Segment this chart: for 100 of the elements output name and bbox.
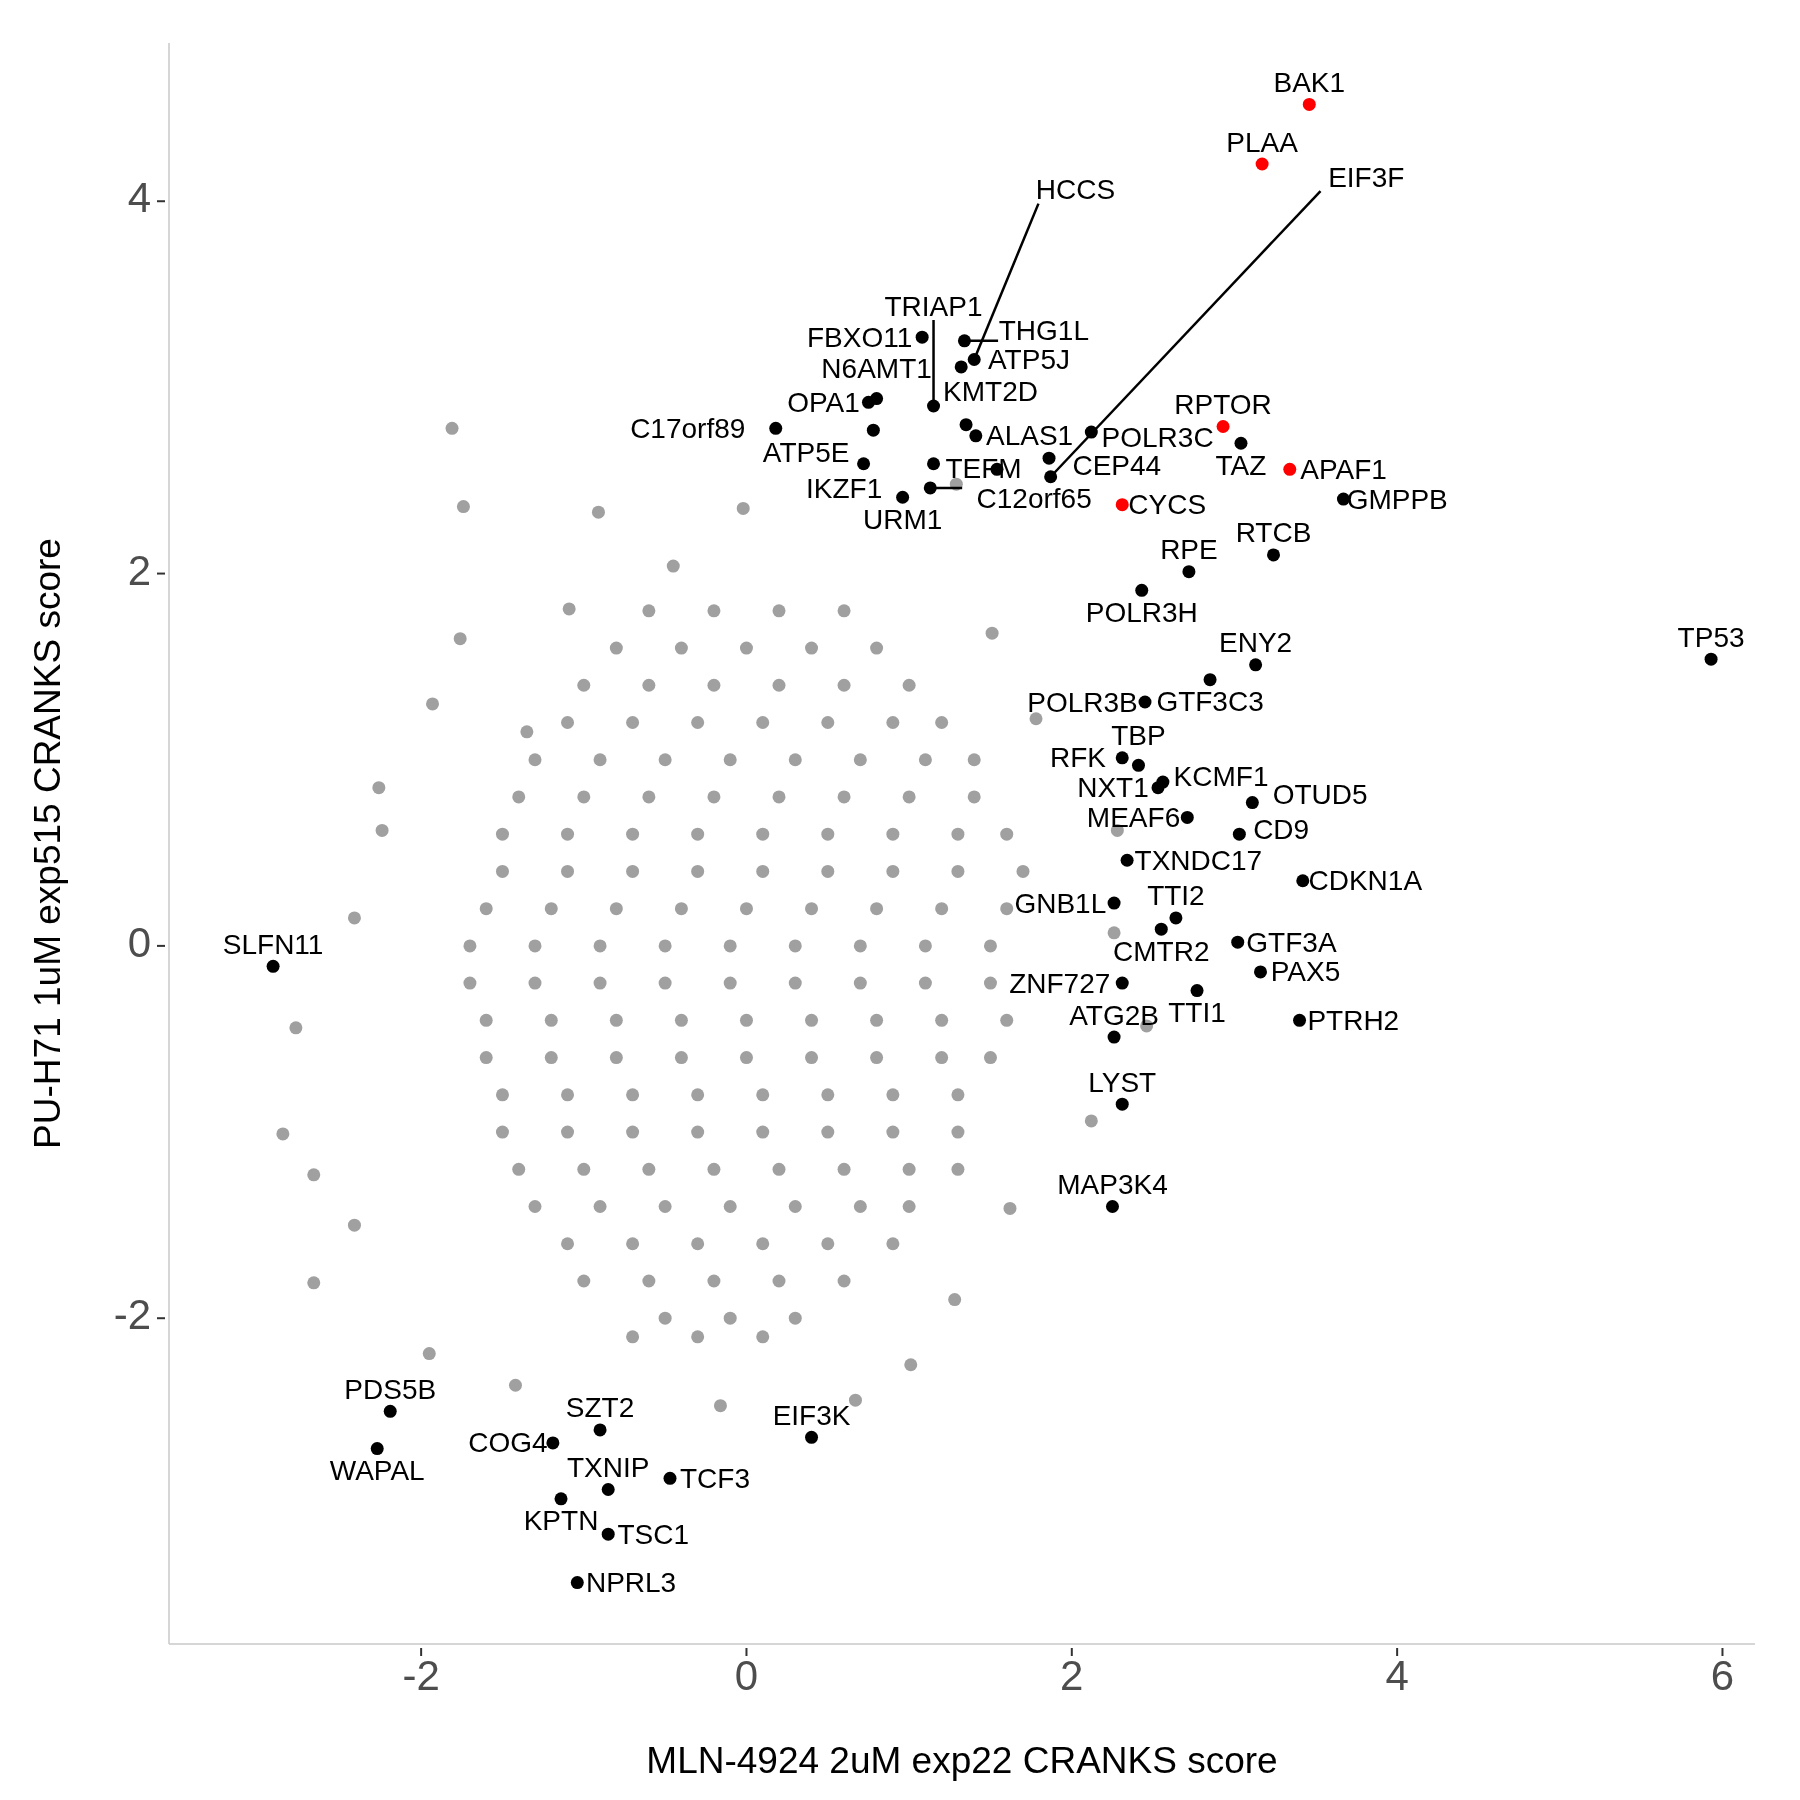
point xyxy=(546,1436,560,1450)
annotation: POLR3H xyxy=(1085,596,1198,628)
point xyxy=(1138,695,1152,709)
point xyxy=(1105,1200,1119,1214)
annotation: BAK1 xyxy=(1273,66,1346,98)
annotation: C17orf89 xyxy=(630,412,746,444)
annotation: KCMF1 xyxy=(1173,761,1269,793)
point xyxy=(805,1430,819,1444)
annotation: MAP3K4 xyxy=(1057,1169,1168,1201)
point xyxy=(1283,462,1297,476)
point xyxy=(601,1527,615,1541)
point xyxy=(1131,758,1145,772)
annotation: GTF3C3 xyxy=(1156,686,1264,718)
x-tick-label: 2 xyxy=(1060,1652,1084,1699)
annotation: GTF3A xyxy=(1246,926,1337,958)
y-tick-label: 2 xyxy=(127,546,151,594)
annotation: POLR3B xyxy=(1027,686,1138,718)
annotation: URM1 xyxy=(862,503,943,535)
point xyxy=(1154,922,1168,936)
point xyxy=(1190,984,1204,998)
annotation: APAF1 xyxy=(1300,453,1387,485)
annotation: ZNF727 xyxy=(1009,967,1111,999)
point xyxy=(1135,583,1149,597)
annotation: CYCS xyxy=(1128,489,1207,521)
point xyxy=(866,423,880,437)
point xyxy=(969,429,983,443)
annotation: TP53 xyxy=(1677,621,1745,653)
annotation: ATP5E xyxy=(762,437,850,469)
annotation: CD9 xyxy=(1253,813,1310,845)
point xyxy=(663,1471,677,1485)
annotation: POLR3C xyxy=(1101,421,1214,453)
annotation: WAPAL xyxy=(329,1455,425,1487)
annotation: CMTR2 xyxy=(1113,935,1210,967)
annotation: TTI2 xyxy=(1147,880,1205,912)
point xyxy=(1253,965,1267,979)
annotation: MEAF6 xyxy=(1086,801,1181,833)
point xyxy=(1255,157,1269,171)
annotation: C12orf65 xyxy=(976,483,1092,515)
annotation: TAZ xyxy=(1215,449,1267,481)
point xyxy=(1115,498,1129,512)
point xyxy=(1293,1013,1307,1027)
point xyxy=(593,1423,607,1437)
point xyxy=(1234,436,1248,450)
x-tick-label: 6 xyxy=(1710,1652,1735,1699)
annotation: GNB1L xyxy=(1014,887,1107,919)
annotation: RTCB xyxy=(1235,517,1312,549)
annotation: GMPPB xyxy=(1346,483,1448,515)
annotation: PTRH2 xyxy=(1307,1004,1400,1036)
point xyxy=(1180,810,1194,824)
annotation: TCF3 xyxy=(680,1462,751,1494)
point xyxy=(554,1492,568,1506)
point xyxy=(1231,935,1245,949)
annotation: TTI1 xyxy=(1168,997,1226,1029)
annotation: LYST xyxy=(1088,1066,1157,1098)
y-tick-label: 4 xyxy=(127,174,151,222)
annotation: EIF3F xyxy=(1328,161,1405,193)
x-axis-title: MLN-4924 2uM exp22 CRANKS score xyxy=(646,1740,1278,1781)
point xyxy=(954,360,968,374)
point xyxy=(266,959,280,973)
annotation: EIF3K xyxy=(772,1399,851,1431)
point xyxy=(1203,673,1217,687)
point xyxy=(1151,781,1165,795)
x-tick-label: 0 xyxy=(734,1652,759,1699)
point xyxy=(1216,420,1230,433)
annotation: SZT2 xyxy=(565,1392,635,1424)
annotation: PDS5B xyxy=(344,1373,437,1405)
annotation: TXNDC17 xyxy=(1134,844,1263,876)
annotation: ATP5J xyxy=(988,343,1070,375)
point xyxy=(1267,548,1281,562)
annotation: ATG2B xyxy=(1069,999,1159,1031)
annotation: OTUD5 xyxy=(1272,779,1368,811)
point xyxy=(769,421,783,435)
annotation: SLFN11 xyxy=(222,928,324,960)
annotation: OPA1 xyxy=(787,386,860,418)
point xyxy=(870,392,884,406)
point xyxy=(1296,874,1310,888)
point xyxy=(1115,1097,1129,1111)
annotation: COG4 xyxy=(468,1427,548,1459)
annotation: KPTN xyxy=(523,1505,599,1537)
annotation: CDKN1A xyxy=(1308,865,1423,897)
point xyxy=(1042,451,1056,465)
annotation: ALAS1 xyxy=(985,420,1074,452)
point xyxy=(570,1576,584,1590)
annotation: FBXO11 xyxy=(806,321,913,353)
point xyxy=(1169,911,1183,925)
point xyxy=(1107,1030,1121,1044)
annotation: THG1L xyxy=(998,314,1089,346)
point xyxy=(370,1442,384,1456)
point xyxy=(1115,976,1129,990)
point xyxy=(1107,896,1121,910)
annotation: HCCS xyxy=(1035,174,1116,206)
annotation: KMT2D xyxy=(943,376,1038,408)
point xyxy=(896,490,910,504)
annotation: PAX5 xyxy=(1270,956,1341,988)
annotation: TXNIP xyxy=(566,1451,650,1483)
annotation: ENY2 xyxy=(1219,627,1293,659)
annotation: NXT1 xyxy=(1077,772,1149,804)
point xyxy=(1120,853,1134,867)
annotation: PLAA xyxy=(1226,126,1299,158)
annotation: TSC1 xyxy=(617,1518,689,1550)
